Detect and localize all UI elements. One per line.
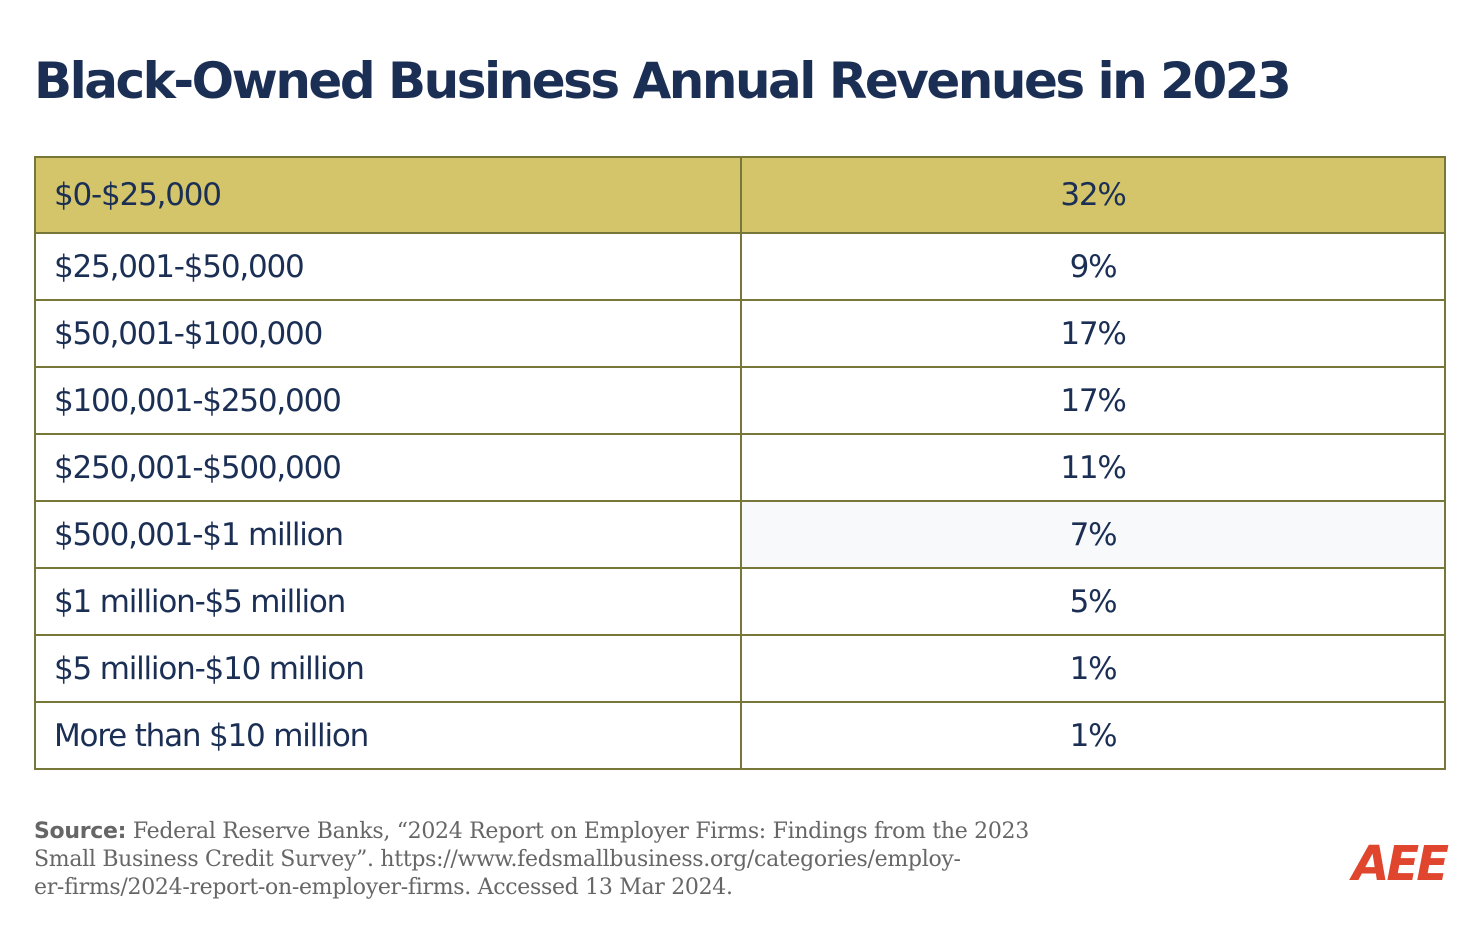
revenue-range: $0-$25,000	[34, 156, 742, 234]
revenue-range: $250,001-$500,000	[34, 433, 742, 502]
revenue-range: $25,001-$50,000	[34, 232, 742, 301]
share: 1%	[740, 634, 1446, 703]
share: 5%	[740, 567, 1446, 636]
title: Black-Owned Business Annual Revenues in …	[34, 52, 1292, 110]
table-row: More than $10 million 1%	[34, 701, 1446, 770]
revenue-table: $0-$25,000 32% $25,001-$50,000 9% $50,001-$1…	[34, 156, 1446, 770]
table-row: $100,001-$250,000 17%	[34, 366, 1446, 435]
share: 7%	[740, 500, 1446, 569]
table-row: $250,001-$500,000 11%	[34, 433, 1446, 502]
share: 17%	[740, 366, 1446, 435]
source-line: Federal Reserve Banks, “2024 Report on E…	[132, 819, 1029, 844]
table-row: $0-$25,000 32%	[34, 156, 1446, 234]
revenue-range: More than $10 million	[34, 701, 742, 770]
revenue-range: $500,001-$1 million	[34, 500, 742, 569]
share: 9%	[740, 232, 1446, 301]
revenue-range: $5 million-$10 million	[34, 634, 742, 703]
revenue-range: $100,001-$250,000	[34, 366, 742, 435]
revenue-range: $1 million-$5 million	[34, 567, 742, 636]
table-row: $1 million-$5 million 5%	[34, 567, 1446, 636]
share: 17%	[740, 299, 1446, 368]
source: Source: Federal Reserve Banks, “2024 Rep…	[34, 818, 1029, 902]
table-row: $25,001-$50,000 9%	[34, 232, 1446, 301]
source-line: er-firms/2024-report-on-employer-firms. …	[34, 875, 733, 900]
source-line: Small Business Credit Survey”. https://w…	[34, 847, 961, 872]
share: 11%	[740, 433, 1446, 502]
logo: AEE	[1352, 836, 1449, 892]
share: 32%	[740, 156, 1446, 234]
table-row: $50,001-$100,000 17%	[34, 299, 1446, 368]
table-row: $500,001-$1 million 7%	[34, 500, 1446, 569]
share: 1%	[740, 701, 1446, 770]
table-row: $5 million-$10 million 1%	[34, 634, 1446, 703]
source-label: Source:	[34, 819, 127, 844]
revenue-range: $50,001-$100,000	[34, 299, 742, 368]
